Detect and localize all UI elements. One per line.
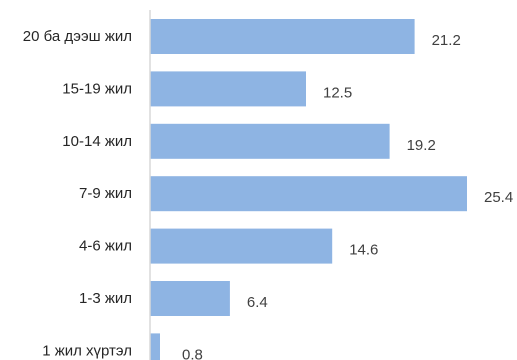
category-label-1: 15-19 жил: [62, 80, 132, 97]
category-labels-group: 20 ба дээш жил 15-19 жил 10-14 жил 7-9 жил 4…: [23, 28, 132, 359]
bar-2: [150, 123, 390, 159]
category-label-3: 7-9 жил: [79, 185, 132, 202]
value-label-4: 14.6: [349, 242, 378, 259]
value-label-1: 12.5: [323, 84, 352, 101]
value-label-3: 25.4: [484, 189, 513, 206]
category-label-2: 10-14 жил: [62, 133, 132, 150]
value-label-2: 19.2: [407, 137, 436, 154]
bar-5: [150, 281, 230, 316]
value-label-0: 21.2: [432, 32, 461, 49]
category-label-4: 4-6 жил: [79, 238, 132, 255]
value-label-5: 6.4: [247, 294, 268, 311]
category-label-6: 1 жил хүртэл: [42, 342, 132, 359]
value-labels-group: 21.2 12.5 19.2 25.4 14.6 6.4 0.8: [182, 32, 513, 360]
bar-1: [150, 71, 306, 107]
category-label-0: 20 ба дээш жил: [23, 28, 132, 45]
bar-3: [150, 176, 467, 212]
bar-6: [150, 333, 160, 360]
value-label-6: 0.8: [182, 346, 203, 360]
bar-4: [150, 228, 333, 264]
bars-group: [150, 19, 467, 360]
category-label-5: 1-3 жил: [79, 290, 132, 307]
bar-0: [150, 19, 415, 54]
